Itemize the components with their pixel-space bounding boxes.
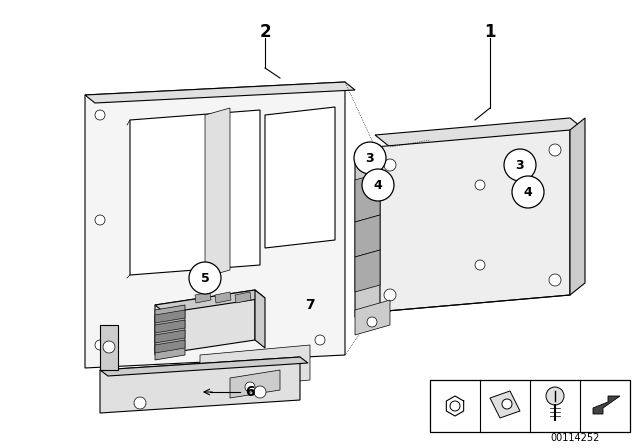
Polygon shape (155, 310, 185, 323)
Circle shape (245, 382, 255, 392)
Circle shape (103, 341, 115, 353)
Polygon shape (155, 305, 185, 360)
Circle shape (502, 399, 512, 409)
Polygon shape (195, 292, 211, 303)
Polygon shape (355, 145, 380, 317)
Polygon shape (490, 391, 520, 418)
Text: 4: 4 (487, 385, 493, 395)
Polygon shape (355, 300, 390, 335)
Polygon shape (130, 110, 260, 275)
Polygon shape (255, 290, 265, 348)
Polygon shape (570, 118, 585, 295)
Circle shape (315, 335, 325, 345)
Polygon shape (85, 82, 345, 368)
Text: 2: 2 (259, 23, 271, 41)
Circle shape (95, 215, 105, 225)
Polygon shape (155, 290, 265, 313)
Polygon shape (593, 396, 620, 414)
Polygon shape (205, 108, 230, 277)
Circle shape (189, 262, 221, 294)
Text: 3: 3 (365, 151, 374, 164)
Polygon shape (215, 292, 231, 303)
Text: 3: 3 (537, 385, 544, 395)
Text: 5: 5 (437, 385, 444, 395)
Text: 00114252: 00114252 (550, 433, 600, 443)
Polygon shape (155, 330, 185, 343)
Circle shape (475, 180, 485, 190)
Circle shape (475, 260, 485, 270)
Circle shape (549, 274, 561, 286)
Text: 4: 4 (374, 178, 382, 191)
Polygon shape (100, 357, 308, 376)
Circle shape (512, 176, 544, 208)
Polygon shape (265, 107, 335, 248)
Polygon shape (85, 82, 355, 103)
Polygon shape (100, 357, 300, 413)
Polygon shape (355, 173, 380, 222)
Circle shape (384, 289, 396, 301)
Text: 7: 7 (305, 298, 315, 312)
Circle shape (95, 340, 105, 350)
Polygon shape (235, 292, 251, 303)
Circle shape (450, 401, 460, 411)
Bar (430, 380, 630, 432)
Circle shape (254, 386, 266, 398)
Polygon shape (375, 130, 570, 312)
Polygon shape (375, 118, 585, 147)
Polygon shape (230, 370, 280, 398)
Polygon shape (155, 290, 255, 355)
Circle shape (362, 169, 394, 201)
Circle shape (549, 144, 561, 156)
Text: 3: 3 (516, 159, 524, 172)
Text: 4: 4 (524, 185, 532, 198)
Text: 5: 5 (200, 271, 209, 284)
Circle shape (384, 159, 396, 171)
Polygon shape (100, 325, 118, 370)
Polygon shape (355, 250, 380, 292)
Polygon shape (355, 215, 380, 257)
Circle shape (134, 397, 146, 409)
Polygon shape (155, 340, 185, 353)
Text: 6: 6 (245, 385, 255, 399)
Circle shape (367, 317, 377, 327)
Circle shape (546, 387, 564, 405)
Circle shape (354, 142, 386, 174)
Text: 1: 1 (484, 23, 496, 41)
Circle shape (504, 149, 536, 181)
Polygon shape (200, 345, 310, 390)
Polygon shape (155, 320, 185, 333)
Circle shape (95, 110, 105, 120)
